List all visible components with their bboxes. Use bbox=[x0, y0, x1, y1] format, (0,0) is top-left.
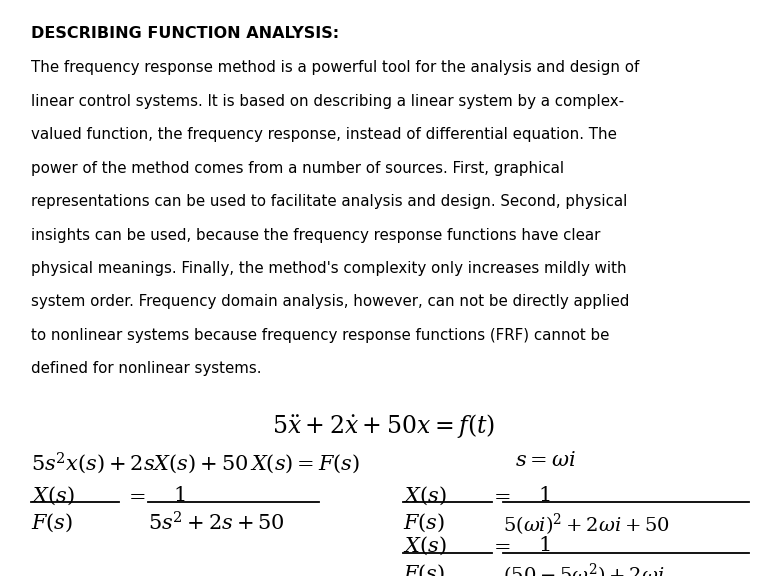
Text: $F(s)$: $F(s)$ bbox=[31, 511, 73, 534]
Text: $1$: $1$ bbox=[538, 485, 550, 505]
Text: representations can be used to facilitate analysis and design. Second, physical: representations can be used to facilitat… bbox=[31, 194, 627, 209]
Text: $5s^{2}x(s)+2sX(s)+50\,X(s)=F(s)$: $5s^{2}x(s)+2sX(s)+50\,X(s)=F(s)$ bbox=[31, 450, 360, 476]
Text: $\left(50-5\omega^{2}\right)+2\omega i$: $\left(50-5\omega^{2}\right)+2\omega i$ bbox=[503, 562, 664, 576]
Text: linear control systems. It is based on describing a linear system by a complex-: linear control systems. It is based on d… bbox=[31, 94, 624, 109]
Text: $F(s)$: $F(s)$ bbox=[403, 511, 445, 534]
Text: $X(s)$: $X(s)$ bbox=[31, 485, 74, 507]
Text: The frequency response method is a powerful tool for the analysis and design of: The frequency response method is a power… bbox=[31, 60, 639, 75]
Text: $5s^{2}+2s+50$: $5s^{2}+2s+50$ bbox=[148, 511, 285, 535]
Text: $=$: $=$ bbox=[490, 535, 511, 555]
Text: $5\ddot{x}+2\dot{x}+50x=f(t)$: $5\ddot{x}+2\dot{x}+50x=f(t)$ bbox=[273, 412, 495, 440]
Text: $s=\omega i$: $s=\omega i$ bbox=[515, 450, 575, 471]
Text: DESCRIBING FUNCTION ANALYSIS:: DESCRIBING FUNCTION ANALYSIS: bbox=[31, 26, 339, 41]
Text: physical meanings. Finally, the method's complexity only increases mildly with: physical meanings. Finally, the method's… bbox=[31, 261, 627, 276]
Text: $F(s)$: $F(s)$ bbox=[403, 562, 445, 576]
Text: $1$: $1$ bbox=[538, 535, 550, 555]
Text: $1$: $1$ bbox=[173, 485, 185, 505]
Text: insights can be used, because the frequency response functions have clear: insights can be used, because the freque… bbox=[31, 228, 600, 242]
Text: $X(s)$: $X(s)$ bbox=[403, 535, 447, 557]
Text: system order. Frequency domain analysis, however, can not be directly applied: system order. Frequency domain analysis,… bbox=[31, 294, 629, 309]
Text: valued function, the frequency response, instead of differential equation. The: valued function, the frequency response,… bbox=[31, 127, 617, 142]
Text: defined for nonlinear systems.: defined for nonlinear systems. bbox=[31, 361, 261, 376]
Text: $5\left(\omega i\right)^{2}+2\omega i+50$: $5\left(\omega i\right)^{2}+2\omega i+50… bbox=[503, 511, 670, 537]
Text: power of the method comes from a number of sources. First, graphical: power of the method comes from a number … bbox=[31, 161, 564, 176]
Text: $=$: $=$ bbox=[125, 485, 147, 505]
Text: $=$: $=$ bbox=[490, 485, 511, 505]
Text: $X(s)$: $X(s)$ bbox=[403, 485, 447, 507]
Text: to nonlinear systems because frequency response functions (FRF) cannot be: to nonlinear systems because frequency r… bbox=[31, 328, 609, 343]
